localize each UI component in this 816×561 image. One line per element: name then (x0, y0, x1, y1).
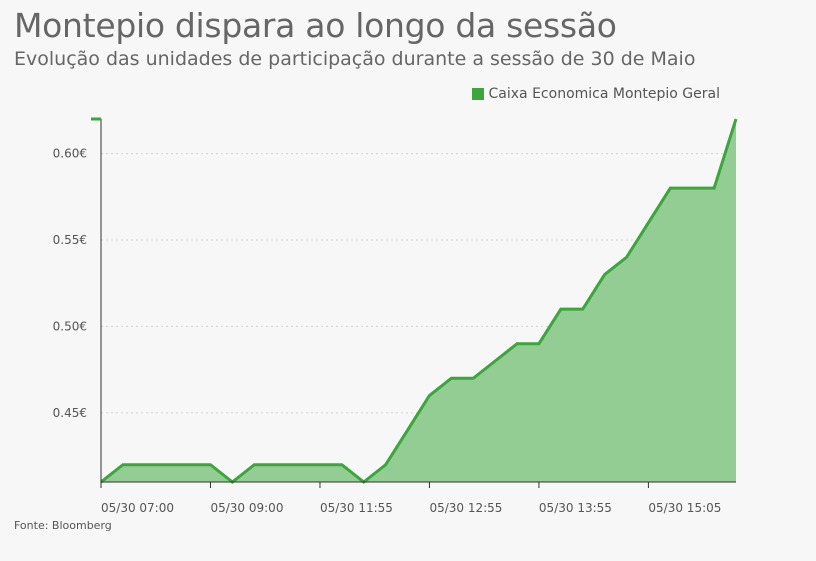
y-tick-label: 0.55€ (53, 233, 87, 247)
y-tick-label: 0.50€ (53, 319, 87, 333)
chart-title: Montepio dispara ao longo da sessão (14, 6, 617, 45)
x-tick-label: 05/30 11:55 (320, 501, 393, 515)
x-tick-label: 05/30 13:55 (539, 501, 612, 515)
legend-swatch (471, 88, 484, 100)
series-line (100, 118, 738, 484)
x-tick-label: 05/30 15:05 (648, 501, 721, 515)
series-area (101, 119, 736, 482)
source-note: Fonte: Bloomberg (14, 519, 112, 532)
x-tick-label: 05/30 12:55 (429, 501, 502, 515)
y-tick-label: 0.60€ (53, 147, 87, 161)
legend-label: Caixa Economica Montepio Geral (488, 86, 720, 102)
chart-subtitle: Evolução das unidades de participação du… (14, 48, 696, 70)
y-tick-label: 0.45€ (53, 406, 87, 420)
x-tick-label: 05/30 07:00 (101, 501, 174, 515)
chart-legend: Caixa Economica Montepio Geral (471, 86, 720, 102)
x-tick-label: 05/30 09:00 (210, 501, 283, 515)
